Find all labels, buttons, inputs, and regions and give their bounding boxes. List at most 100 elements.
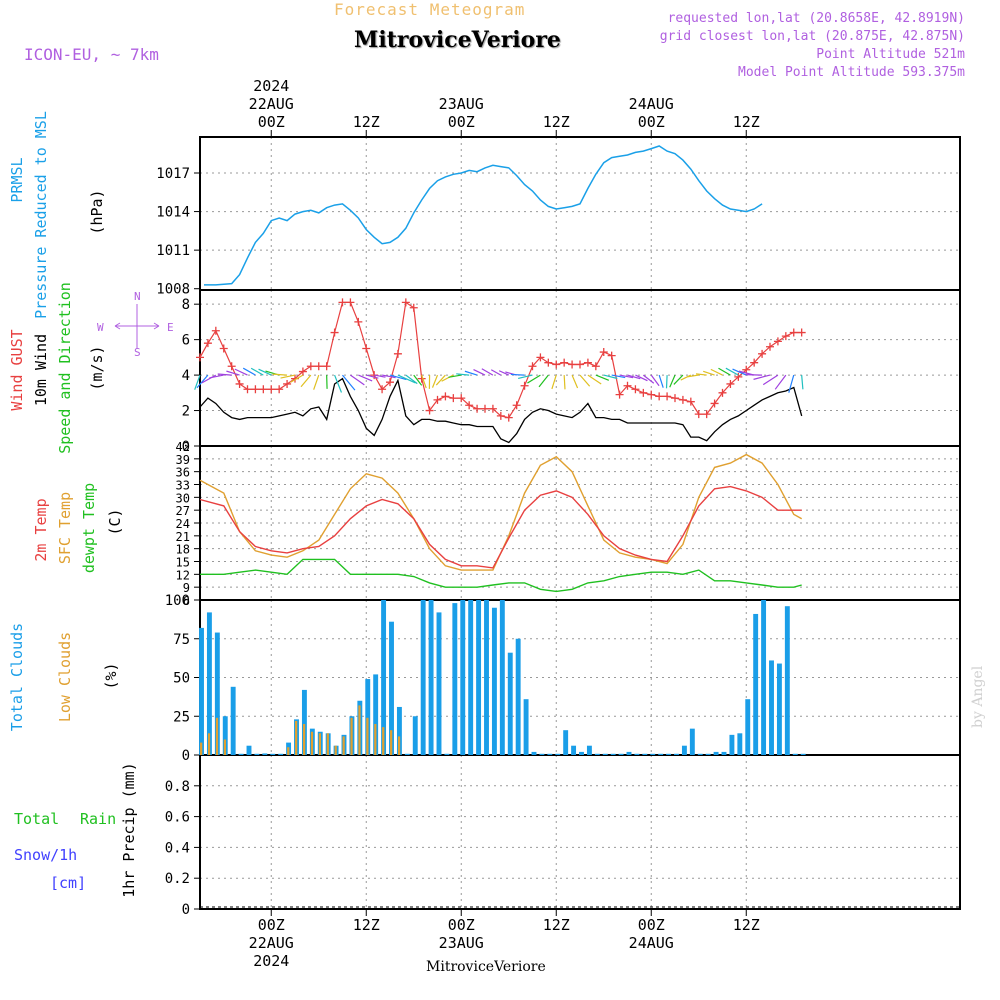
wind-gust-marker xyxy=(196,353,204,362)
wind-gust-marker xyxy=(607,351,616,360)
wind-gust-marker xyxy=(314,362,323,371)
wind-direction-arrow xyxy=(342,374,356,391)
wind-gust-marker xyxy=(568,360,577,369)
model-label: ICON-EU, ~ 7km xyxy=(24,45,159,64)
total-cloud-bar xyxy=(238,753,244,755)
low-cloud-bar xyxy=(295,720,298,755)
wind-direction-arrow xyxy=(788,374,795,393)
wind-direction-arrow xyxy=(456,373,470,376)
time-label-bottom: 12Z xyxy=(733,916,760,934)
total-cloud-bar xyxy=(254,753,260,755)
y-tick-label: 0 xyxy=(182,748,190,764)
total-cloud-bar xyxy=(618,753,624,755)
total-cloud-bar xyxy=(420,600,426,755)
point-altitude: Point Altitude 521m xyxy=(816,47,965,62)
wind-direction-arrow xyxy=(603,374,618,380)
wind-direction-arrow xyxy=(563,375,566,390)
wind-direction-arrow xyxy=(695,373,707,376)
total-cloud-bar xyxy=(753,613,759,755)
y-tick-label: 18 xyxy=(176,543,190,557)
wind-direction-arrow xyxy=(473,369,486,376)
y-tick-label: 1017 xyxy=(156,166,190,182)
wind-direction-arrow xyxy=(642,374,655,384)
y-tick-label: 1014 xyxy=(156,205,190,221)
wind-gust-marker xyxy=(354,317,363,326)
y-tick-label: 25 xyxy=(173,709,190,725)
y-tick-label: 0 xyxy=(182,439,190,455)
wind-direction-arrow xyxy=(313,374,320,390)
wind-gust-marker xyxy=(797,328,806,337)
wind-direction-arrow xyxy=(358,374,373,382)
wind-gust-marker xyxy=(481,404,489,413)
time-label-top: 12Z xyxy=(353,113,380,131)
wind-direction-arrow xyxy=(579,374,591,387)
footer-location: MitroviceVeriore xyxy=(426,959,546,975)
panel-frame-precip xyxy=(199,754,961,910)
wind-direction-arrow xyxy=(441,374,454,382)
total-cloud-bar xyxy=(515,638,521,755)
wind-direction-arrow xyxy=(658,374,664,388)
wind-gust-marker xyxy=(552,360,561,369)
total-cloud-bar xyxy=(468,600,474,755)
wind-gust-line xyxy=(199,301,802,419)
time-label-top: 00Z xyxy=(448,113,475,131)
total-cloud-bar xyxy=(428,600,434,755)
wind-gust-marker xyxy=(781,332,790,341)
product-title: Forecast Meteogram xyxy=(334,0,526,19)
wind-gust-marker xyxy=(465,401,474,410)
total-cloud-bar xyxy=(301,689,307,755)
total-cloud-bar xyxy=(737,733,743,755)
wind-gust-marker xyxy=(338,298,347,307)
t2m-line xyxy=(199,485,802,569)
y-tick-label: 33 xyxy=(176,479,190,493)
time-label-top: 24AUG xyxy=(629,95,674,113)
wind-gust-marker xyxy=(449,394,458,403)
wind-direction-arrow xyxy=(774,374,787,390)
wind-direction-arrow xyxy=(481,368,494,376)
wind-gust-marker xyxy=(378,385,387,394)
wind-gust-marker xyxy=(773,337,782,346)
wind-gust-marker xyxy=(631,385,640,394)
y-tick-label: 15 xyxy=(176,556,190,570)
time-label-top: 12Z xyxy=(733,113,760,131)
wind-gust-marker xyxy=(283,379,292,388)
total-cloud-bar xyxy=(689,728,695,755)
total-cloud-bar xyxy=(776,663,782,755)
total-cloud-bar xyxy=(412,716,418,755)
total-cloud-bar xyxy=(491,607,497,755)
wind-direction-arrow xyxy=(538,374,549,388)
pressure-axis-subtitle: Pressure Reduced to MSL xyxy=(32,111,50,319)
low-cloud-bar xyxy=(302,724,306,755)
total-cloud-bar xyxy=(484,600,489,755)
wind-direction-arrow xyxy=(431,374,439,388)
wind-gust-marker xyxy=(259,385,268,394)
panel-frame-pressure xyxy=(199,136,961,291)
snow-legend: Snow/1h xyxy=(14,846,77,864)
y-tick-label: 0 xyxy=(182,902,190,918)
wind-direction-arrow xyxy=(234,368,248,376)
wind-axis-title: 10m Wind xyxy=(32,334,50,406)
total-cloud-bar xyxy=(278,753,284,755)
wind-gust-marker xyxy=(219,344,228,353)
low-cloud-bar xyxy=(350,717,353,755)
y-tick-label: 0.8 xyxy=(165,779,190,795)
wind-gust-marker xyxy=(599,348,608,357)
total-cloud-bar xyxy=(721,751,727,755)
wind-gust-marker xyxy=(496,411,505,420)
total-cloud-bar xyxy=(769,660,774,755)
temperature-unit: (C) xyxy=(106,508,124,535)
total-cloud-bar xyxy=(729,734,735,755)
total-cloud-bar xyxy=(444,753,450,755)
wind-gust-marker xyxy=(203,339,212,348)
wind-direction-arrow xyxy=(217,373,232,376)
total-cloud-bar xyxy=(650,753,656,755)
wind-direction-arrow xyxy=(413,374,423,386)
wind-direction-arrow xyxy=(665,375,668,389)
wind-gust-marker xyxy=(702,410,711,419)
total-cloud-bar xyxy=(681,745,687,755)
wind-direction-arrow xyxy=(527,374,541,384)
total-cloud-bar xyxy=(460,600,466,755)
low-cloud-bar xyxy=(334,745,337,755)
wind-gust-marker xyxy=(647,390,656,399)
wind-direction-arrow xyxy=(374,374,386,378)
